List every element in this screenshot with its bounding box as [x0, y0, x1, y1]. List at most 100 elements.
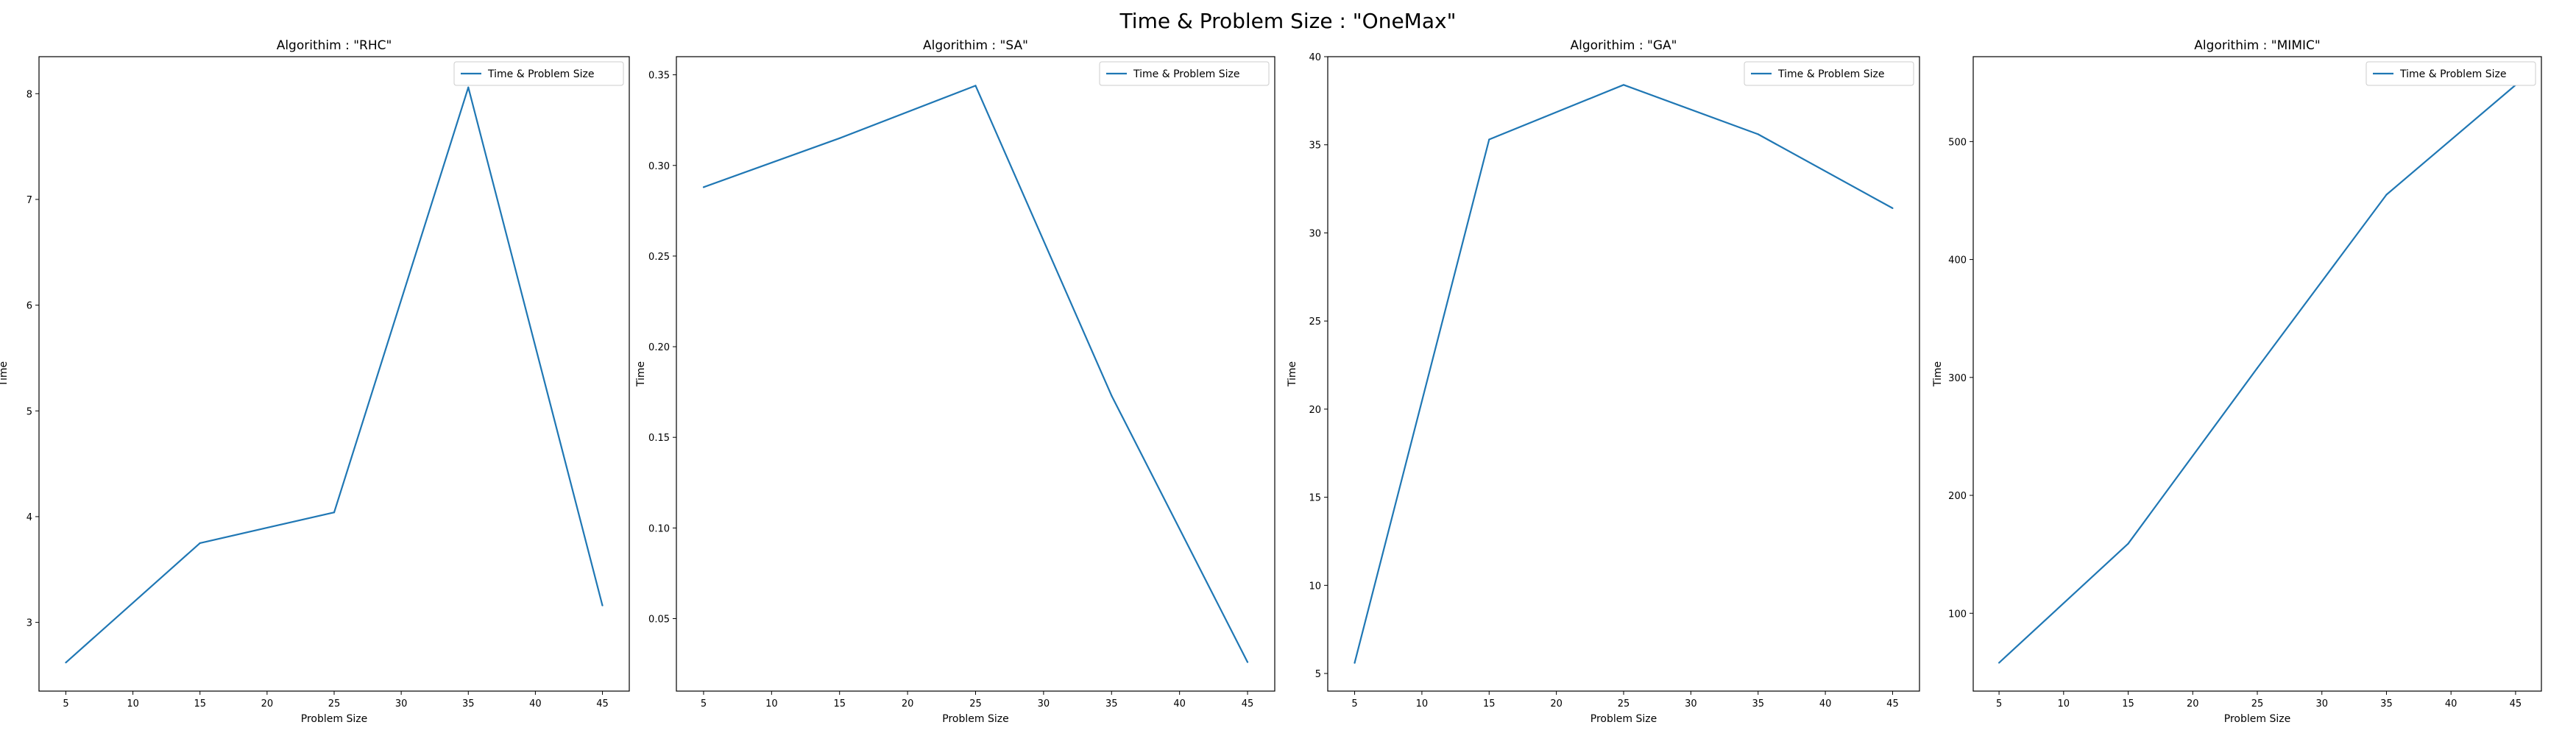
y-tick-label: 3 — [26, 618, 32, 629]
data-point — [838, 137, 841, 139]
plot-frame — [38, 56, 630, 692]
subplot-title: Algorithim : "RHC" — [277, 38, 392, 53]
y-tick-label: 8 — [26, 89, 32, 100]
y-tick-label: 0.30 — [648, 161, 670, 172]
x-tick-label: 30 — [1685, 698, 1697, 710]
y-tick-label: 25 — [1309, 316, 1321, 328]
data-point — [333, 512, 336, 514]
legend: Time & Problem Size — [1099, 61, 1270, 86]
y-tick-label: 500 — [1948, 137, 1967, 148]
x-tick-label: 35 — [2380, 698, 2393, 710]
subplot-2: Algorithim : "SA" 5 10 15 20 25 30 35 40 45 0.05 0.… — [635, 38, 1275, 725]
y-tick-label: 0.05 — [648, 614, 670, 625]
y-axis-label: Time — [1287, 361, 1298, 387]
x-tick-label: 25 — [328, 698, 341, 710]
subplot-1: Algorithim : "RHC"5 10 15 20 25 30 35 40 4534567… — [0, 38, 630, 725]
y-tick-label: 200 — [1948, 491, 1967, 502]
plot-frame — [676, 56, 1275, 692]
legend-box — [1744, 61, 1914, 86]
y-tick-label: 300 — [1948, 373, 1967, 384]
x-tick-label: 40 — [529, 698, 542, 710]
x-tick-label: 40 — [1173, 698, 1186, 710]
x-tick-label: 30 — [2315, 698, 2328, 710]
data-point — [2256, 367, 2259, 369]
data-point — [2127, 542, 2129, 545]
y-tick-label: 100 — [1948, 609, 1967, 620]
x-tick-label: 30 — [1038, 698, 1050, 710]
x-tick-label: 45 — [1242, 698, 1254, 710]
x-tick-label: 35 — [1105, 698, 1118, 710]
subplot-title: Algorithim : "MIMIC" — [2194, 38, 2320, 53]
x-axis-label: Problem Size — [301, 713, 367, 725]
series-line — [1998, 84, 2516, 664]
x-tick-label: 15 — [833, 698, 846, 710]
x-tick-label: 5 — [63, 698, 68, 710]
x-tick-label: 10 — [1416, 698, 1429, 710]
legend-label: Time & Problem Size — [1133, 68, 1240, 80]
legend-box — [2366, 61, 2536, 86]
x-tick-label: 15 — [2122, 698, 2134, 710]
y-tick-label: 0.15 — [648, 433, 670, 444]
data-point — [65, 662, 67, 664]
x-tick-label: 20 — [261, 698, 274, 710]
y-tick-label: 0.25 — [648, 252, 670, 263]
x-tick-label: 45 — [2510, 698, 2522, 710]
x-tick-label: 20 — [902, 698, 914, 710]
x-tick-label: 40 — [1819, 698, 1832, 710]
y-axis-label: Time — [0, 361, 10, 387]
legend: Time & Problem Size — [2366, 61, 2536, 86]
y-tick-label: 0.20 — [648, 342, 670, 353]
x-tick-label: 35 — [462, 698, 475, 710]
legend: Time & Problem Size — [453, 61, 624, 86]
x-tick-label: 20 — [2187, 698, 2199, 710]
x-axis-label: Problem Size — [2224, 713, 2290, 725]
data-point — [1757, 133, 1759, 135]
y-tick-label: 5 — [1315, 669, 1321, 680]
y-tick-label: 4 — [26, 512, 32, 523]
y-tick-label: 0.35 — [648, 71, 670, 82]
subplot-3: Algorithim : "GA" 5 10 15 20 25 30 35 40 45 5 10 15 2… — [1287, 38, 1920, 725]
data-point — [1622, 84, 1625, 86]
x-tick-label: 10 — [127, 698, 139, 710]
data-point — [601, 604, 604, 606]
x-tick-label: 15 — [194, 698, 206, 710]
legend-box — [453, 61, 624, 86]
x-tick-label: 25 — [2251, 698, 2264, 710]
y-tick-label: 7 — [26, 195, 32, 206]
data-point — [974, 85, 977, 87]
y-tick-label: 6 — [26, 301, 32, 312]
x-tick-label: 30 — [395, 698, 408, 710]
y-axis-label: Time — [1932, 361, 1944, 387]
x-tick-label: 25 — [1618, 698, 1630, 710]
data-point — [1488, 138, 1490, 141]
x-tick-label: 10 — [2058, 698, 2070, 710]
x-tick-label: 45 — [596, 698, 609, 710]
data-point — [1998, 662, 2000, 664]
legend-label: Time & Problem Size — [487, 68, 595, 80]
subplot-title: Algorithim : "GA" — [1571, 38, 1677, 53]
legend-label: Time & Problem Size — [1777, 68, 1885, 80]
x-tick-label: 40 — [2445, 698, 2458, 710]
figure-title: Time & Problem Size : "OneMax" — [1119, 9, 1457, 33]
y-tick-label: 40 — [1309, 52, 1321, 63]
data-point — [1892, 207, 1894, 210]
data-point — [1111, 394, 1113, 397]
y-tick-label: 20 — [1309, 405, 1321, 416]
data-point — [702, 186, 705, 188]
x-tick-label: 45 — [1886, 698, 1899, 710]
x-tick-label: 25 — [969, 698, 982, 710]
x-tick-label: 5 — [701, 698, 707, 710]
x-tick-label: 20 — [1550, 698, 1563, 710]
y-axis-label: Time — [635, 361, 647, 387]
x-axis-label: Problem Size — [942, 713, 1008, 725]
legend-label: Time & Problem Size — [2399, 68, 2507, 80]
data-point — [1354, 662, 1356, 664]
plot-frame — [1972, 56, 2542, 692]
x-axis-label: Problem Size — [1590, 713, 1657, 725]
legend: Time & Problem Size — [1744, 61, 1914, 86]
data-point — [467, 86, 470, 88]
series-line — [1354, 84, 1894, 663]
plot-frame — [1327, 56, 1920, 692]
y-tick-label: 35 — [1309, 141, 1321, 152]
